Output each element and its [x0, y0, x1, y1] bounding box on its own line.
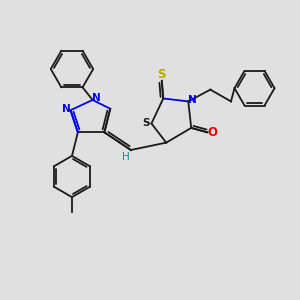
Text: O: O: [208, 126, 218, 139]
Text: N: N: [62, 104, 70, 114]
Text: N: N: [92, 94, 100, 103]
Text: H: H: [122, 152, 129, 162]
Text: S: S: [158, 68, 166, 81]
Text: S: S: [142, 118, 150, 128]
Text: N: N: [188, 95, 197, 105]
